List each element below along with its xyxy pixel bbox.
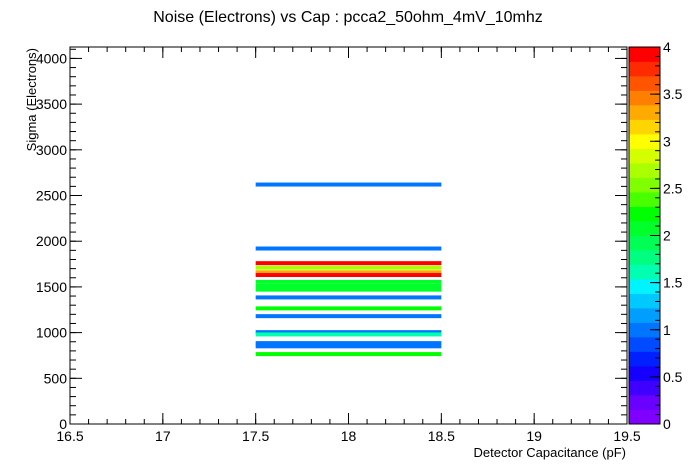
colorbar-swatch	[629, 395, 660, 410]
data-band	[255, 332, 442, 337]
colorbar-swatch	[629, 47, 660, 62]
data-band	[255, 352, 442, 357]
data-band	[255, 246, 442, 251]
colorbar-swatch	[629, 308, 660, 323]
colorbar-swatch	[629, 163, 660, 178]
colorbar-swatch	[629, 119, 660, 135]
data-band	[255, 287, 442, 292]
chart-title: Noise (Electrons) vs Cap : pcca2_50ohm_4…	[153, 9, 543, 26]
x-tick-label: 16.5	[56, 428, 83, 444]
y-tick-label: 0	[59, 416, 67, 432]
y-tick-label: 1000	[36, 325, 67, 341]
colorbar-swatch	[629, 134, 660, 149]
colorbar-swatch	[629, 61, 660, 77]
data-band	[255, 283, 442, 288]
colorbar-swatch	[629, 221, 660, 236]
colorbar-swatch	[629, 409, 660, 425]
plot-frame	[69, 46, 628, 425]
data-band	[255, 306, 442, 311]
colorbar-swatch	[629, 322, 660, 338]
colorbar-tick-label: 1.5	[663, 275, 683, 291]
colorbar-tick-label: 3.5	[663, 86, 683, 102]
colorbar-swatch	[629, 250, 660, 265]
colorbar-swatch	[629, 366, 660, 381]
data-band	[255, 273, 442, 278]
colorbar-swatch	[629, 235, 660, 251]
x-axis-label: Detector Capacitance (pF)	[474, 445, 626, 460]
colorbar-swatch	[629, 264, 660, 280]
colorbar-swatch	[629, 192, 660, 207]
colorbar-swatch	[629, 293, 660, 309]
data-band	[255, 295, 442, 300]
colorbar-tick-label: 4	[663, 39, 671, 55]
y-tick-label: 2000	[36, 233, 67, 249]
colorbar-swatch	[629, 206, 660, 222]
data-band	[255, 265, 442, 270]
colorbar-tick-label: 0	[663, 416, 671, 432]
colorbar-tick-label: 2	[663, 228, 671, 244]
y-tick-label: 3500	[36, 96, 67, 112]
data-band	[255, 314, 442, 319]
x-tick-label: 18.5	[428, 428, 455, 444]
y-tick-label: 500	[44, 370, 68, 386]
colorbar-tick-label: 0.5	[663, 369, 683, 385]
colorbar-swatch	[629, 380, 660, 396]
y-axis-label: Sigma (Electrons)	[24, 48, 39, 151]
x-tick-label: 19.5	[613, 428, 640, 444]
colorbar-swatch	[629, 337, 660, 352]
colorbar-swatch	[629, 76, 660, 91]
data-band	[255, 279, 442, 284]
y-tick-label: 4000	[36, 50, 67, 66]
y-tick-label: 3000	[36, 142, 67, 158]
data-band	[255, 341, 442, 346]
colorbar-swatch	[629, 148, 660, 164]
data-band	[255, 344, 442, 349]
data-band	[255, 261, 442, 266]
colorbar-tick-label: 2.5	[663, 180, 683, 196]
data-band	[255, 330, 442, 335]
data-band	[255, 182, 442, 187]
colorbar-swatch	[629, 351, 660, 367]
x-tick-label: 17.5	[242, 428, 269, 444]
x-tick-label: 17	[155, 428, 171, 444]
colorbar-tick-label: 1	[663, 322, 671, 338]
colorbar-swatch	[629, 105, 660, 120]
y-tick-label: 2500	[36, 188, 67, 204]
colorbar-swatch	[629, 177, 660, 193]
data-band	[255, 270, 442, 275]
x-tick-label: 19	[526, 428, 542, 444]
y-tick-label: 1500	[36, 279, 67, 295]
colorbar-tick-label: 3	[663, 133, 671, 149]
x-tick-label: 18	[341, 428, 357, 444]
